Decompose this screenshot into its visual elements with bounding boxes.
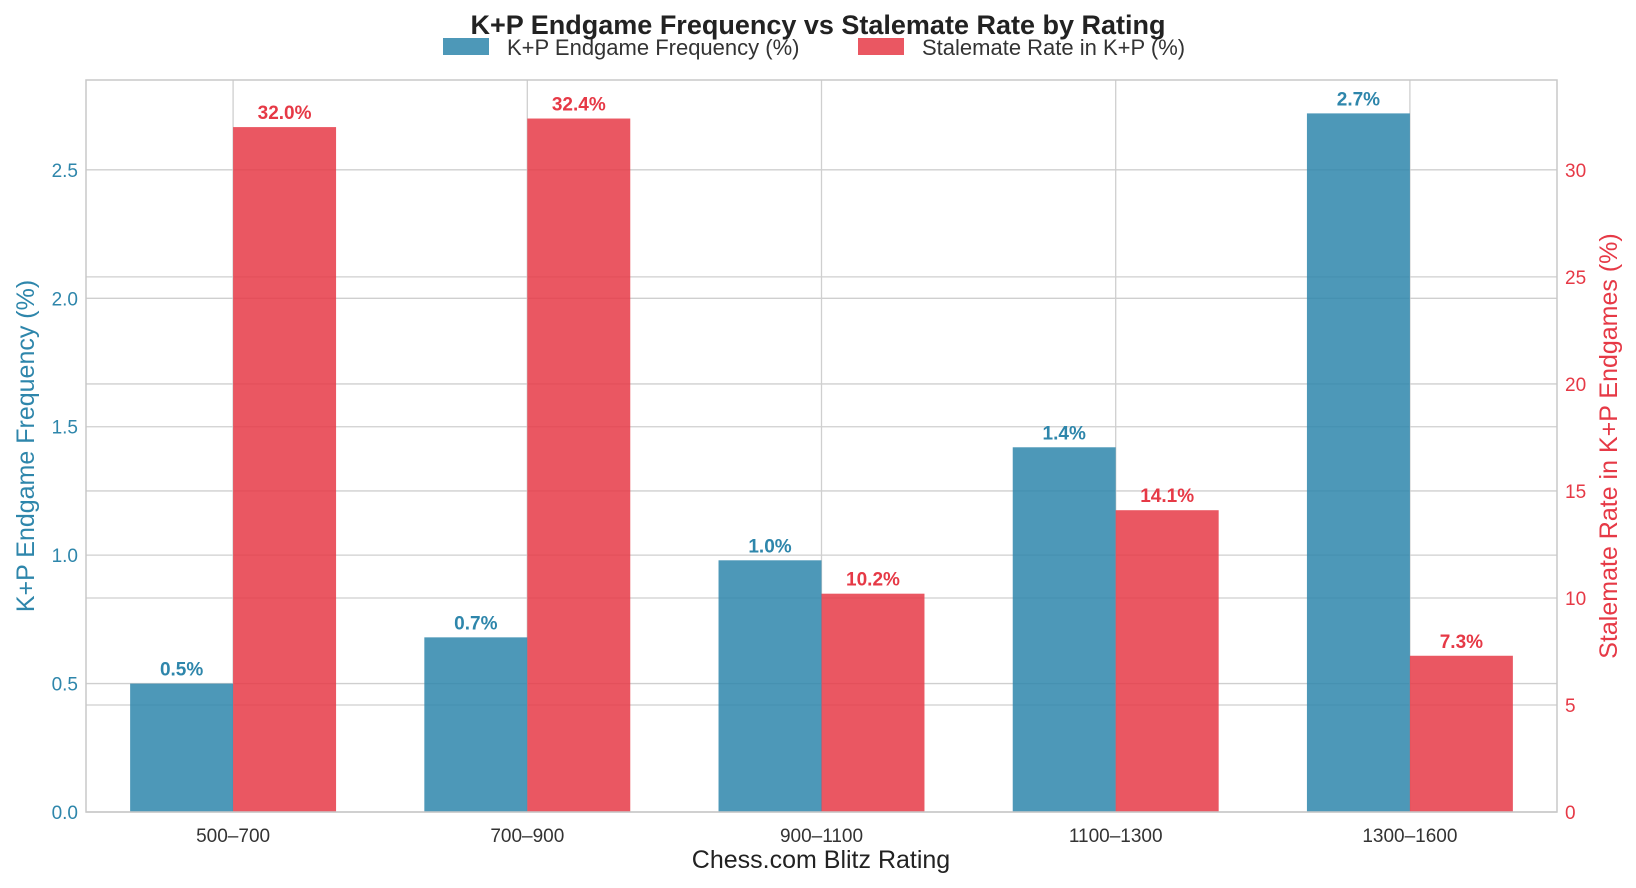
x-axis-label: Chess.com Blitz Rating: [692, 846, 950, 874]
legend-swatch-stalemate: [858, 38, 904, 55]
bar-frequency-3: [1012, 447, 1116, 812]
chart-title: K+P Endgame Frequency vs Stalemate Rate …: [471, 10, 1166, 40]
data-label-frequency-0: 0.5%: [160, 660, 203, 681]
bar-stalemate-2: [821, 593, 925, 812]
data-label-stalemate-2: 10.2%: [846, 570, 900, 591]
bar-frequency-4: [1306, 113, 1410, 813]
bars-layer: [130, 113, 1513, 813]
legend-swatch-frequency: [443, 38, 489, 55]
bar-stalemate-0: [233, 127, 337, 813]
labels-layer: 0.5% 0.7% 1.0% 1.4% 2.7% 32.0% 32.4% 10.2% 14.1%…: [160, 89, 1483, 680]
bar-stalemate-4: [1409, 655, 1513, 812]
x-tick-4: 1300–1600: [1362, 826, 1457, 847]
data-label-stalemate-0: 32.0%: [258, 103, 312, 124]
y-axis-label-right: Stalemate Rate in K+P Endgames (%): [1595, 233, 1623, 658]
y-tick-right-5: 25: [1565, 268, 1586, 289]
y-tick-left-0: 0.0: [52, 803, 78, 824]
x-tick-0: 500–700: [196, 826, 270, 847]
plot-frame: [85, 79, 1558, 813]
data-label-frequency-2: 1.0%: [748, 536, 791, 557]
data-label-frequency-1: 0.7%: [454, 613, 497, 634]
y-tick-left-1: 0.5: [52, 675, 78, 696]
y-tick-right-4: 20: [1565, 375, 1586, 396]
data-label-frequency-4: 2.7%: [1337, 89, 1380, 110]
y-tick-left-5: 2.5: [52, 161, 78, 182]
bar-stalemate-1: [527, 118, 631, 813]
data-label-stalemate-1: 32.4%: [552, 95, 606, 116]
y-tick-left-4: 2.0: [52, 289, 78, 310]
bar-frequency-1: [424, 637, 528, 812]
data-label-frequency-3: 1.4%: [1043, 423, 1086, 444]
y-tick-right-6: 30: [1565, 161, 1586, 182]
bar-frequency-2: [718, 560, 822, 812]
x-tick-1: 700–900: [490, 826, 564, 847]
legend: K+P Endgame Frequency (%) Stalemate Rate…: [443, 35, 1185, 60]
x-tick-3: 1100–1300: [1069, 826, 1163, 847]
x-tick-2: 900–1100: [780, 826, 863, 847]
y-tick-right-3: 15: [1565, 482, 1586, 503]
bar-frequency-0: [130, 683, 234, 812]
y-tick-right-1: 5: [1565, 696, 1576, 717]
data-label-stalemate-4: 7.3%: [1440, 632, 1483, 653]
y-tick-left-2: 1.0: [52, 546, 78, 567]
ticks-layer: 0.0 0.5 1.0 1.5 2.0 2.5 0 5 10 15 20 25 30 500–700 700…: [52, 161, 1587, 847]
bar-stalemate-3: [1115, 510, 1219, 812]
y-tick-left-3: 1.5: [52, 418, 78, 439]
y-tick-right-2: 10: [1565, 589, 1586, 610]
y-axis-label-left: K+P Endgame Frequency (%): [12, 280, 40, 612]
legend-label-stalemate: Stalemate Rate in K+P (%): [922, 35, 1185, 60]
y-tick-right-0: 0: [1565, 803, 1576, 824]
legend-label-frequency: K+P Endgame Frequency (%): [507, 35, 799, 60]
data-label-stalemate-3: 14.1%: [1140, 486, 1194, 507]
